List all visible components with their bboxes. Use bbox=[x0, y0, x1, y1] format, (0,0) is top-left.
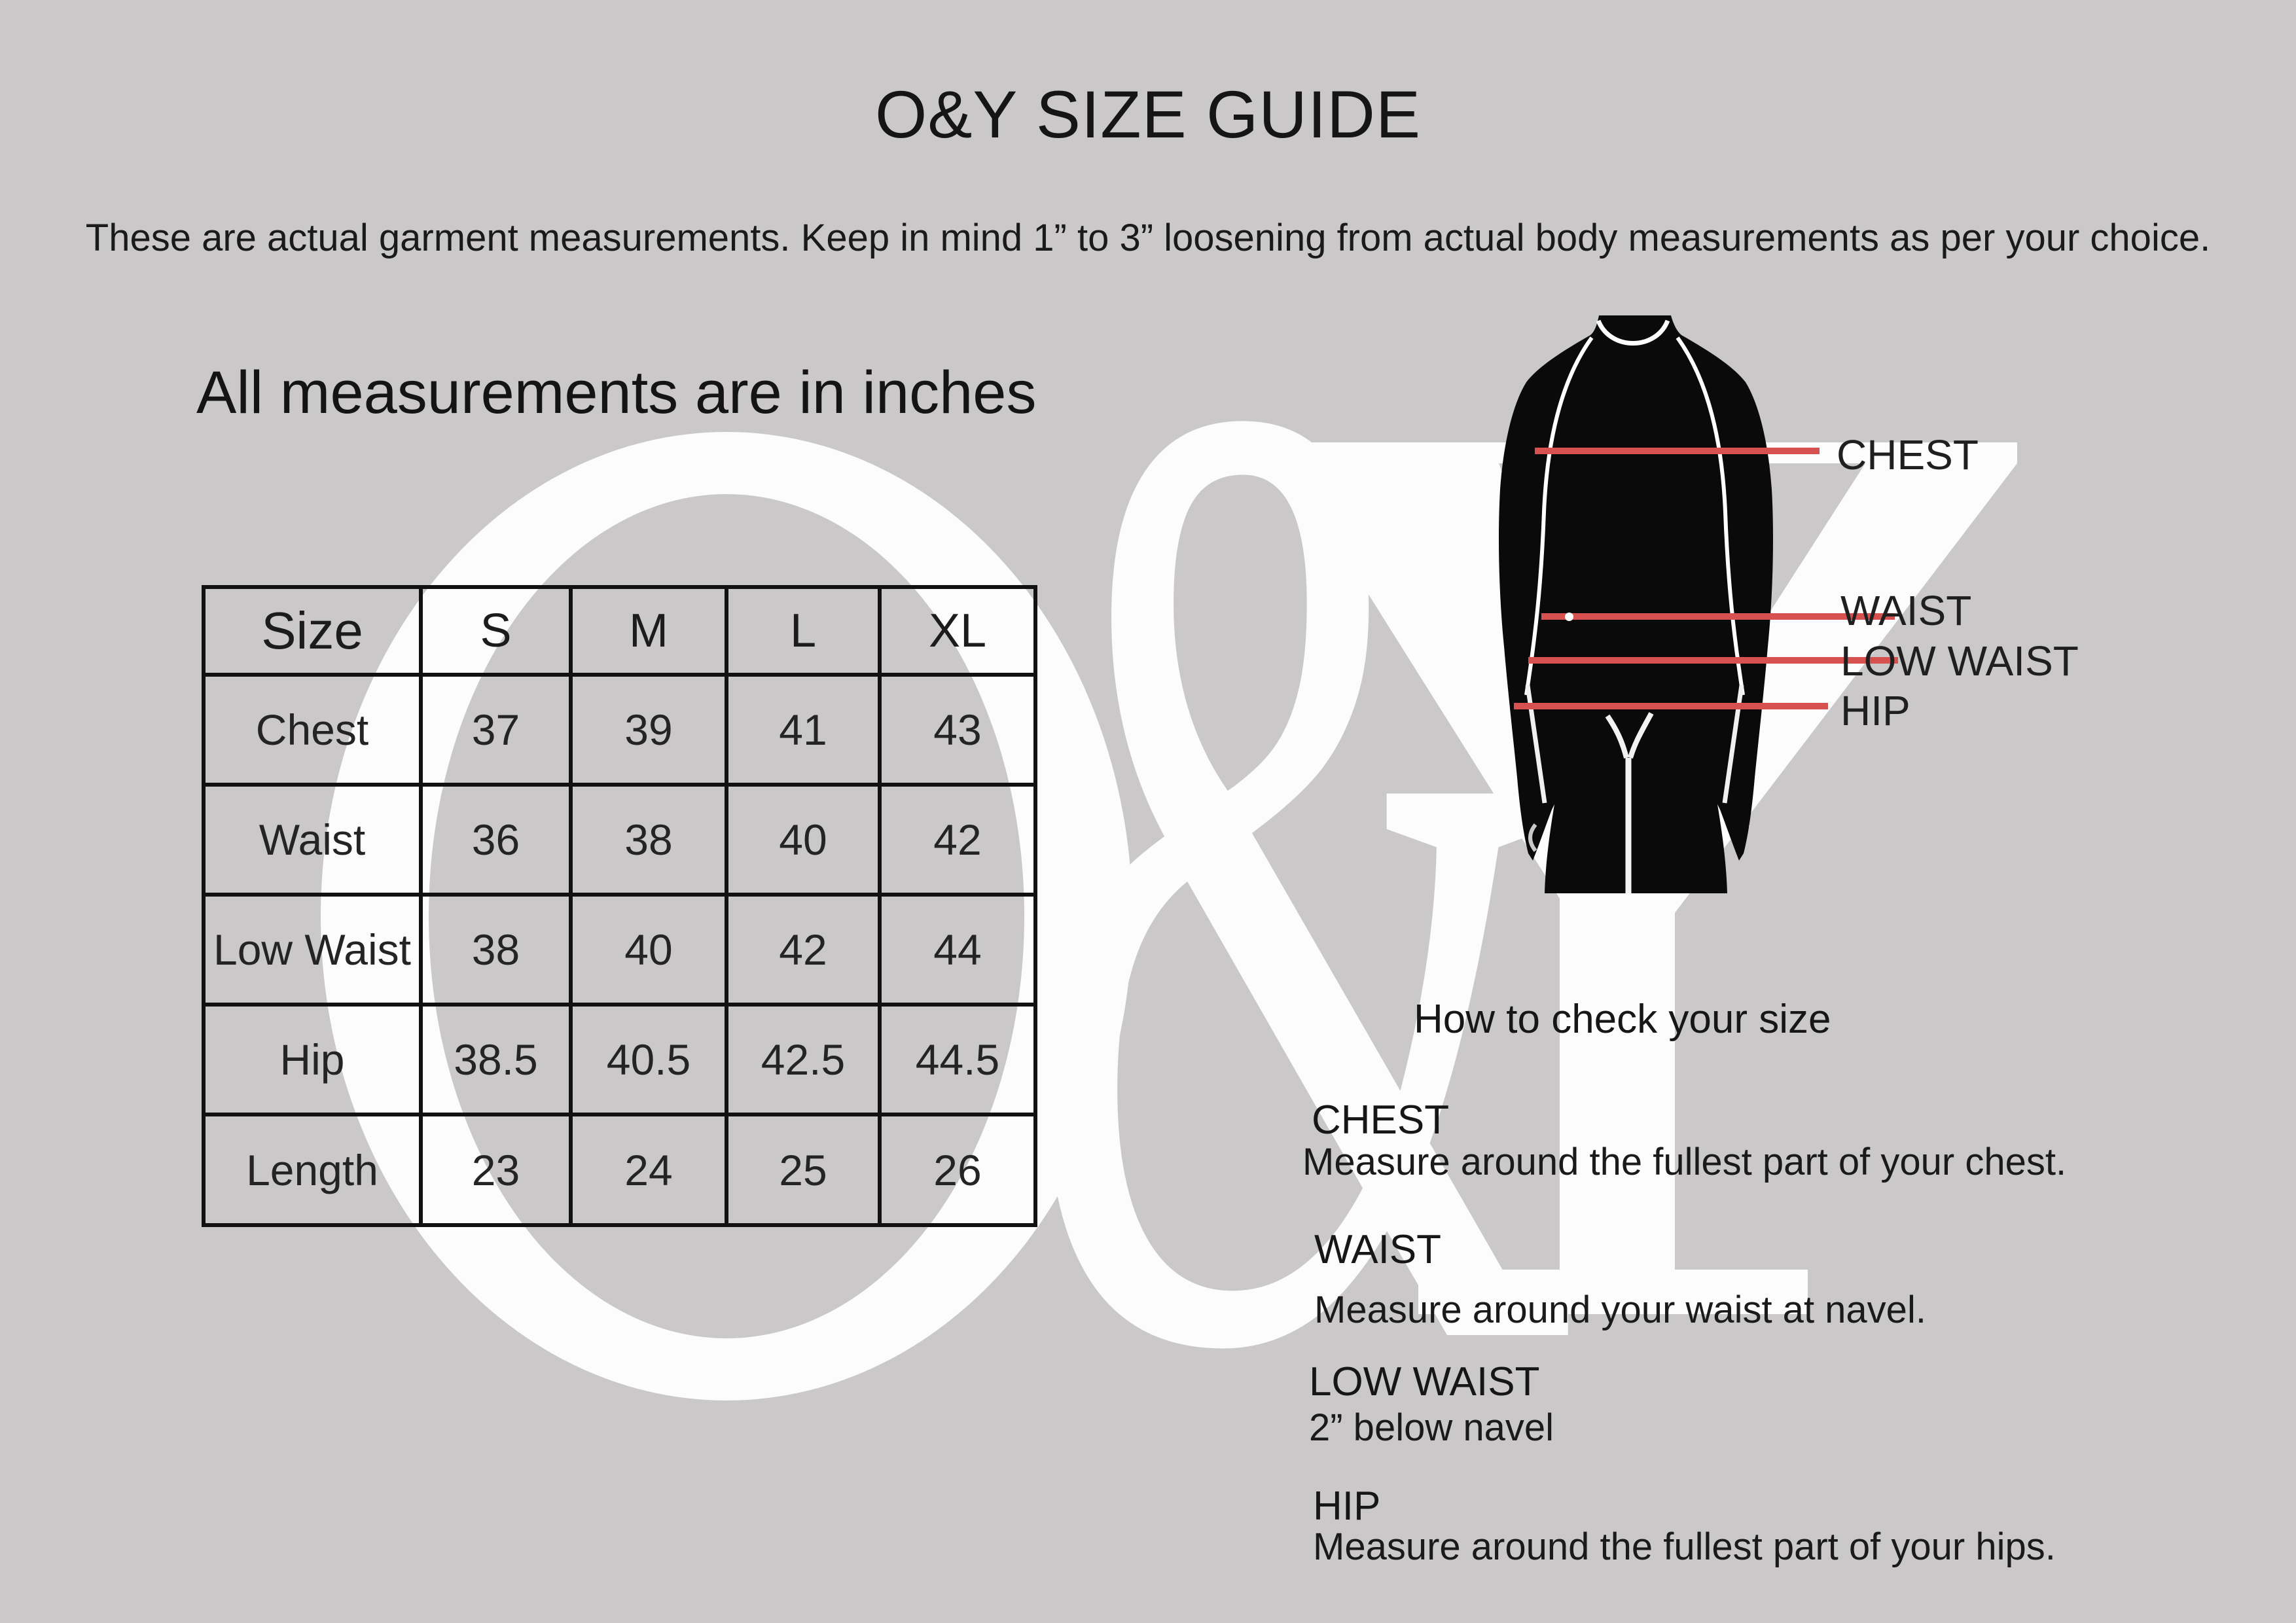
figure-label-hip: HIP bbox=[1840, 687, 1910, 734]
cell-value: 39 bbox=[569, 673, 728, 787]
howto-low-waist-title: LOW WAIST bbox=[1309, 1359, 1540, 1404]
row-label: Low Waist bbox=[202, 893, 423, 1007]
cell-value: 40.5 bbox=[569, 1003, 728, 1116]
cell-value: 44 bbox=[878, 893, 1037, 1007]
howto-chest-title: CHEST bbox=[1312, 1097, 1450, 1143]
table-row-low-waist: Low Waist 38 40 42 44 bbox=[202, 893, 1037, 1007]
page-title: O&Y SIZE GUIDE bbox=[875, 77, 1421, 152]
chest-measure-line bbox=[1535, 448, 1820, 454]
howto-heading: How to check your size bbox=[1414, 997, 1831, 1042]
cell-value: 42 bbox=[725, 893, 882, 1007]
cell-value: 38.5 bbox=[419, 1003, 573, 1116]
size-table: Size S M L XL Chest 37 39 41 43 Waist 36… bbox=[202, 585, 1037, 1227]
cell-value: 42 bbox=[878, 783, 1037, 897]
table-header-xl: XL bbox=[878, 585, 1037, 677]
cell-value: 25 bbox=[725, 1113, 882, 1227]
howto-chest-text: Measure around the fullest part of your … bbox=[1302, 1141, 2067, 1183]
howto-hip-title: HIP bbox=[1313, 1484, 1381, 1529]
cell-value: 40 bbox=[725, 783, 882, 897]
page-subtitle: These are actual garment measurements. K… bbox=[85, 217, 2211, 259]
right-hand-curl bbox=[1748, 823, 1757, 852]
left-sleeve-seam-line bbox=[1524, 336, 1594, 696]
howto-low-waist-text: 2” below navel bbox=[1309, 1406, 1554, 1449]
silhouette-body bbox=[1499, 315, 1773, 893]
row-label: Length bbox=[202, 1113, 423, 1227]
cell-value: 44.5 bbox=[878, 1003, 1037, 1116]
table-row-chest: Chest 37 39 41 43 bbox=[202, 673, 1037, 787]
howto-hip-text: Measure around the fullest part of your … bbox=[1313, 1525, 2056, 1568]
cell-value: 43 bbox=[878, 673, 1037, 787]
figure-label-waist: WAIST bbox=[1840, 587, 1972, 634]
units-note: All measurements are in inches bbox=[196, 359, 1037, 426]
figure-label-chest: CHEST bbox=[1837, 431, 1979, 478]
table-header-l: L bbox=[725, 585, 882, 677]
hip-measure-line bbox=[1514, 703, 1828, 709]
howto-waist-text: Measure around your waist at navel. bbox=[1314, 1289, 1926, 1331]
cell-value: 42.5 bbox=[725, 1003, 882, 1116]
cell-value: 37 bbox=[419, 673, 573, 787]
crotch-seam-line bbox=[1605, 712, 1654, 759]
low-waist-measure-line bbox=[1528, 657, 1898, 664]
row-label: Hip bbox=[202, 1003, 423, 1116]
row-label: Waist bbox=[202, 783, 423, 897]
figure-label-low-waist: LOW WAIST bbox=[1840, 637, 2079, 685]
table-header-row: Size S M L XL bbox=[202, 585, 1037, 677]
left-hand-curl bbox=[1528, 823, 1537, 852]
navel-dot bbox=[1565, 613, 1573, 621]
table-row-length: Length 23 24 25 26 bbox=[202, 1113, 1037, 1227]
body-silhouette-figure bbox=[1499, 315, 1773, 893]
right-sleeve-seam-line bbox=[1676, 336, 1745, 696]
table-row-hip: Hip 38.5 40.5 42.5 44.5 bbox=[202, 1003, 1037, 1116]
howto-waist-title: WAIST bbox=[1314, 1227, 1442, 1272]
table-header-s: S bbox=[419, 585, 573, 677]
cell-value: 41 bbox=[725, 673, 882, 787]
waist-measure-line bbox=[1541, 613, 1895, 620]
cell-value: 23 bbox=[419, 1113, 573, 1227]
cell-value: 40 bbox=[569, 893, 728, 1007]
cell-value: 24 bbox=[569, 1113, 728, 1227]
watermark-ampersand: & bbox=[1021, 110, 1581, 1623]
cell-value: 38 bbox=[419, 893, 573, 1007]
table-row-waist: Waist 36 38 40 42 bbox=[202, 783, 1037, 897]
collar-seam-line bbox=[1596, 319, 1670, 346]
cell-value: 38 bbox=[569, 783, 728, 897]
table-header-m: M bbox=[569, 585, 728, 677]
row-label: Chest bbox=[202, 673, 423, 787]
table-header-size: Size bbox=[202, 585, 423, 677]
cell-value: 26 bbox=[878, 1113, 1037, 1227]
cell-value: 36 bbox=[419, 783, 573, 897]
